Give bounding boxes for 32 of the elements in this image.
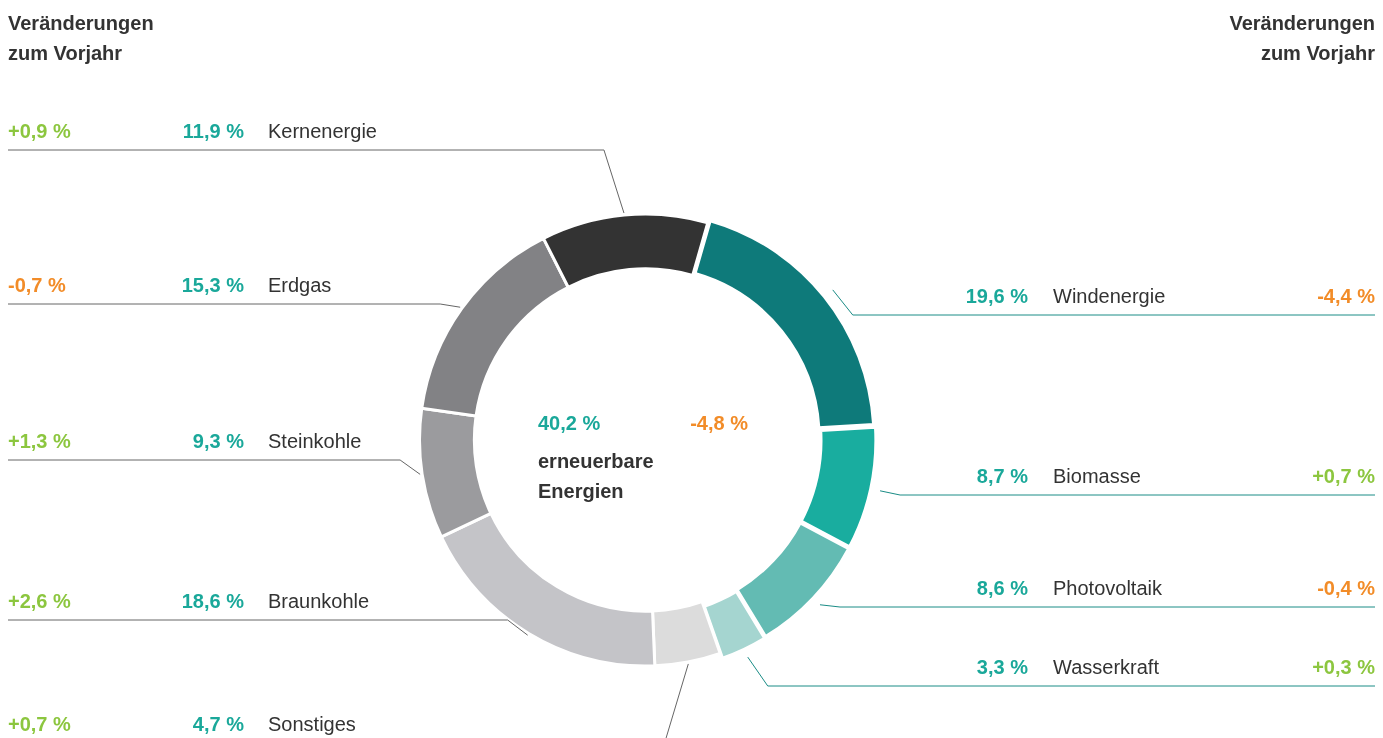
slice-label: Sonstiges: [268, 712, 356, 735]
text: -4,8 %: [690, 411, 749, 434]
slice-label: Photovoltaik: [1053, 576, 1163, 599]
text: 40,2 %: [538, 411, 601, 434]
data-label: 4,7 %: [192, 712, 245, 735]
data-label: 9,3 %: [192, 429, 245, 452]
chart-title: Veränderungen zum Vorjahr: [8, 11, 154, 64]
text: +0,9 %: [8, 119, 71, 142]
text: +0,7 %: [8, 712, 71, 735]
slice-label: Biomasse: [1053, 464, 1141, 487]
text: -4,4 %: [1317, 284, 1375, 307]
data-label: 3,3 %: [976, 655, 1029, 678]
slice-label: Windenergie: [1053, 284, 1166, 307]
text: +0,3 %: [1312, 655, 1375, 678]
slice-label: Braunkohle: [268, 589, 370, 612]
text: +2,6 %: [8, 589, 71, 612]
slice-label: Kernenergie: [268, 119, 377, 142]
slice-label: Steinkohle: [268, 429, 362, 452]
text: +1,3 %: [8, 429, 71, 452]
text: -0,7 %: [8, 273, 66, 296]
text: Veränderungen zum Vorjahr: [1229, 11, 1376, 64]
data-label: 8,6 %: [976, 576, 1029, 599]
slice-label: Erdgas: [268, 273, 332, 296]
slice-label: Wasserkraft: [1053, 655, 1160, 678]
data-label: 11,9 %: [182, 119, 245, 142]
data-label: 18,6 %: [181, 589, 245, 612]
text: -0,4 %: [1317, 576, 1375, 599]
text: erneuerbare Energien: [538, 449, 654, 502]
data-label: 19,6 %: [965, 284, 1029, 307]
text: +0,7 %: [1312, 464, 1375, 487]
data-label: 15,3 %: [181, 273, 245, 296]
data-label: 8,7 %: [976, 464, 1029, 487]
